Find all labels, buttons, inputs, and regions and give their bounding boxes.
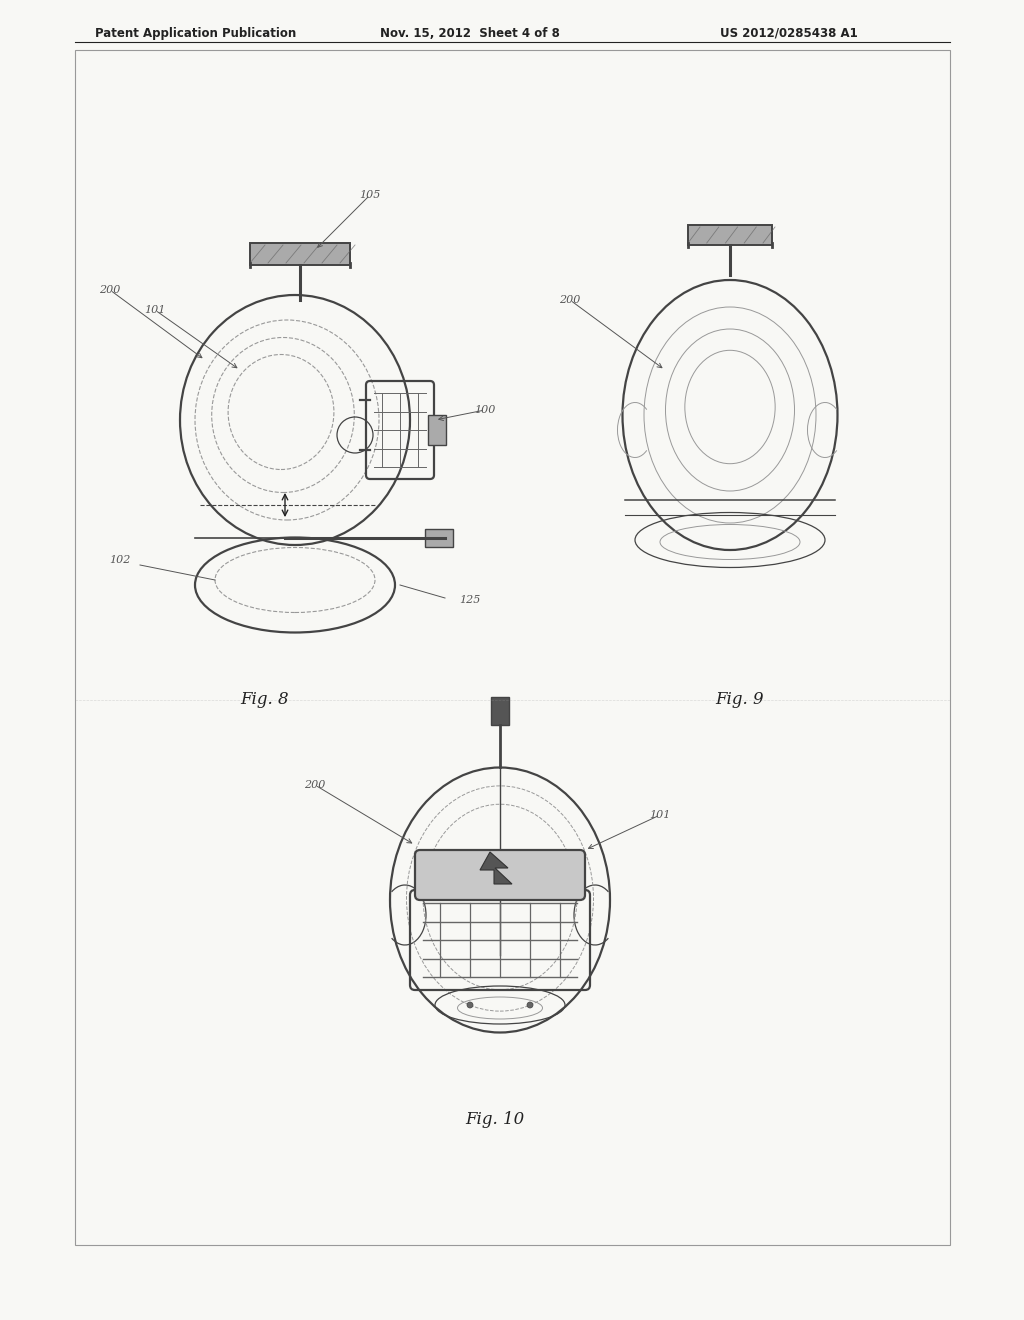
Bar: [250, 243, 350, 265]
Text: 125: 125: [460, 595, 480, 605]
Text: 200: 200: [304, 780, 326, 789]
Text: 200: 200: [99, 285, 121, 294]
Text: 200: 200: [559, 294, 581, 305]
Text: Nov. 15, 2012  Sheet 4 of 8: Nov. 15, 2012 Sheet 4 of 8: [380, 26, 560, 40]
Text: Patent Application Publication: Patent Application Publication: [95, 26, 296, 40]
Circle shape: [467, 1002, 473, 1008]
Circle shape: [527, 1002, 534, 1008]
FancyBboxPatch shape: [415, 850, 585, 900]
Bar: [428, 414, 446, 445]
Text: 101: 101: [649, 810, 671, 820]
Text: Fig. 9: Fig. 9: [716, 692, 764, 709]
Bar: [75, 50, 950, 1245]
Bar: [490, 697, 509, 725]
Text: 100: 100: [474, 405, 496, 414]
Polygon shape: [480, 851, 512, 884]
Text: 102: 102: [110, 554, 131, 565]
Text: Fig. 8: Fig. 8: [241, 692, 290, 709]
Text: Fig. 10: Fig. 10: [465, 1111, 524, 1129]
Bar: [688, 224, 772, 246]
Bar: [425, 529, 453, 546]
Text: 101: 101: [144, 305, 166, 315]
Text: US 2012/0285438 A1: US 2012/0285438 A1: [720, 26, 858, 40]
Text: 105: 105: [359, 190, 381, 201]
